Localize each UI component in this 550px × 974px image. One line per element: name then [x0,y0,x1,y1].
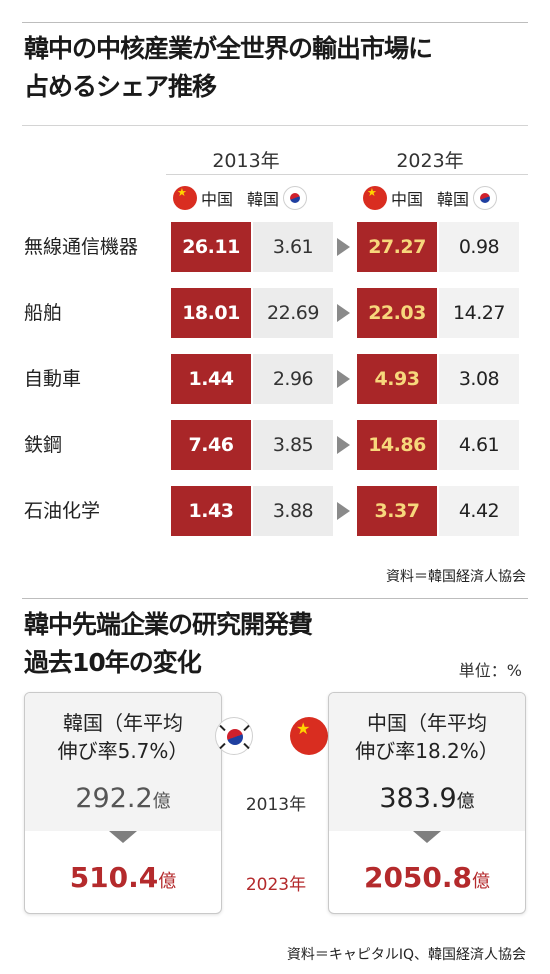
card-top [329,693,525,831]
korea-name-line-2: 伸び率5.7%） [57,739,189,763]
chart-title-rnd: 韓中先端企業の研究開発費 過去10年の変化 [24,606,313,682]
title2-line-1: 韓中先端企業の研究開発費 [24,610,313,639]
korea-flag-icon [283,186,308,210]
right-arrow-icon [337,502,350,520]
year-label-2023: 2023年 [245,875,307,895]
cell-china-2013: 7.46 [171,420,251,470]
korea-value-2013-unit: 億 [152,791,171,812]
legend-korea-label: 韓国 [437,190,470,209]
china-flag-icon: ★ [290,717,328,755]
cell-china-2013: 18.01 [171,288,251,338]
korea-value-2023-number: 510.4 [69,861,159,894]
cell-korea-2023: 4.42 [439,486,519,536]
card-top [25,693,221,831]
korea-value-2023: 510.4億 [25,861,221,894]
korea-card-title: 韓国（年平均 伸び率5.7%） [25,709,221,765]
korea-rnd-card: 韓国（年平均 伸び率5.7%） 292.2億 510.4億 [24,692,222,914]
cell-korea-2013: 3.61 [253,222,333,272]
legend-2013: 中国 韓国 [173,184,308,212]
section-rule [22,598,528,599]
china-rnd-card: 中国（年平均 伸び率18.2%） 383.9億 2050.8億 [328,692,526,914]
cell-china-2023: 14.86 [357,420,437,470]
cell-korea-2013: 3.85 [253,420,333,470]
title-line-2: 占めるシェア推移 [24,72,217,101]
cell-korea-2023: 14.27 [439,288,519,338]
cell-korea-2023: 0.98 [439,222,519,272]
legend-china-label: 中国 [201,190,234,209]
chart-title-export-share: 韓中の中核産業が全世界の輸出市場に 占めるシェア推移 [24,30,433,106]
korea-name-line-1: 韓国（年平均 [63,711,183,735]
down-arrow-icon [109,831,137,843]
china-name-line-2: 伸び率18.2%） [355,739,499,763]
korea-value-2023-unit: 億 [158,871,177,892]
row-label: 鉄鋼 [24,434,63,456]
cell-korea-2023: 4.61 [439,420,519,470]
korea-flag-icon [215,717,253,755]
row-label: 無線通信機器 [24,236,139,258]
china-card-title: 中国（年平均 伸び率18.2%） [329,709,525,765]
row-label: 石油化学 [24,500,101,522]
title2-line-2: 過去10年の変化 [24,648,202,677]
cell-china-2013: 1.44 [171,354,251,404]
source-note-1: 資料＝韓国経済人協会 [386,569,526,585]
cell-china-2023: 4.93 [357,354,437,404]
china-value-2023: 2050.8億 [329,861,525,894]
year-label-2013: 2013年 [245,795,307,815]
right-arrow-icon [337,238,350,256]
row-label: 船舶 [24,302,63,324]
china-value-2013-unit: 億 [456,791,475,812]
source-note-2: 資料＝キャピタルIQ、韓国経済人協会 [286,947,526,963]
right-arrow-icon [337,370,350,388]
down-arrow-icon [413,831,441,843]
cell-china-2023: 3.37 [357,486,437,536]
cell-china-2023: 27.27 [357,222,437,272]
legend-korea-label: 韓国 [247,190,280,209]
row-label: 自動車 [24,368,82,390]
right-arrow-icon [337,436,350,454]
cell-china-2013: 26.11 [171,222,251,272]
china-value-2013: 383.9億 [329,783,525,814]
header-divider [166,174,528,175]
korea-value-2013: 292.2億 [25,783,221,814]
cell-korea-2013: 2.96 [253,354,333,404]
china-value-2023-number: 2050.8 [363,861,473,894]
year-header-2023: 2023年 [396,150,464,172]
cell-korea-2013: 22.69 [253,288,333,338]
china-value-2023-unit: 億 [472,871,491,892]
korea-value-2013-number: 292.2 [75,783,153,814]
legend-china-label: 中国 [391,190,424,209]
cell-korea-2023: 3.08 [439,354,519,404]
right-arrow-icon [337,304,350,322]
korea-flag-icon [473,186,498,210]
cell-korea-2013: 3.88 [253,486,333,536]
china-value-2013-number: 383.9 [379,783,457,814]
divider [22,125,528,126]
cell-china-2023: 22.03 [357,288,437,338]
title-line-1: 韓中の中核産業が全世界の輸出市場に [24,34,433,63]
top-rule [22,22,528,23]
cell-china-2013: 1.43 [171,486,251,536]
legend-2023: 中国 韓国 [363,184,498,212]
unit-label: 単位：% [458,661,522,680]
china-flag-icon [173,186,197,210]
china-name-line-1: 中国（年平均 [367,711,487,735]
china-flag-icon [363,186,387,210]
year-header-2013: 2013年 [212,150,280,172]
